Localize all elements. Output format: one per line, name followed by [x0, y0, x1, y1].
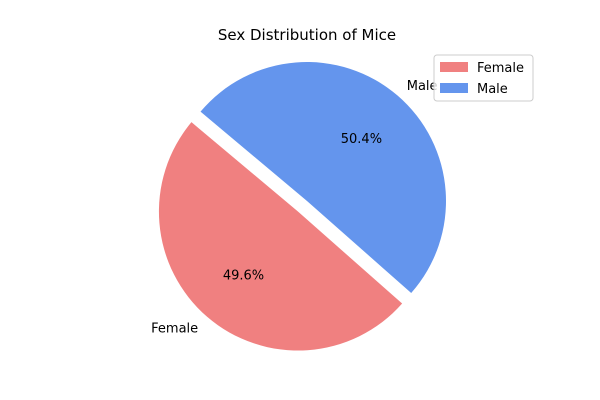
pie-slices: [158, 62, 446, 351]
pie-slice-male: [200, 62, 446, 293]
pie-percent-label-male: 50.4%: [341, 132, 382, 147]
legend-swatch-female: [440, 62, 468, 72]
pie-slice-female: [158, 122, 403, 351]
pie-category-label-male: Male: [407, 79, 438, 94]
chart-legend: Female Male: [433, 54, 534, 102]
pie-category-label-female: Female: [151, 321, 198, 336]
legend-label-male: Male: [477, 82, 508, 97]
pie-percent-label-female: 49.6%: [223, 269, 264, 284]
chart-title: Sex Distribution of Mice: [218, 26, 396, 44]
legend-swatch-male: [440, 83, 468, 93]
pie-labels: 49.6% Female 50.4% Male: [151, 79, 437, 336]
legend-label-female: Female: [477, 61, 524, 76]
